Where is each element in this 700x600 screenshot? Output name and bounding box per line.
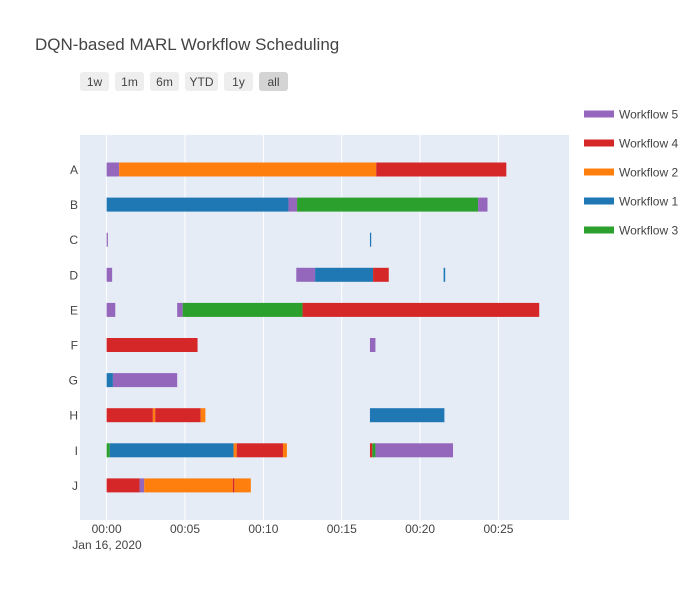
task-bar [373,267,389,282]
legend[interactable]: Workflow 5 Workflow 4 Workflow 2 Workflow 1… [584,108,678,238]
range-button-1w[interactable]: 1w [80,72,109,91]
task-bar [376,162,507,177]
task-bar [200,408,206,423]
task-bar [297,197,479,212]
task-bar [369,408,445,423]
range-button-bg[interactable] [115,72,144,91]
range-button-label[interactable]: 1y [232,75,245,89]
x-tick-label: 00:10 [248,522,278,536]
legend-label: Workflow 2 [619,166,678,180]
task-bar [155,408,201,423]
task-bar [177,302,183,317]
legend-swatch [584,226,614,234]
range-button-bg[interactable] [80,72,109,91]
range-button-bg[interactable] [150,72,179,91]
task-bar [369,338,376,352]
legend-swatch [584,110,614,118]
y-tick-label: D [69,268,78,282]
legend-label: Workflow 1 [619,195,678,209]
y-tick-label: E [70,303,78,317]
y-tick-label: A [70,163,78,177]
task-bar [234,478,251,493]
task-bar [106,162,120,177]
task-bar [152,408,156,423]
task-bar [112,373,178,388]
x-axis-date-label: Jan 16, 2020 [72,538,142,552]
x-tick-label: 00:20 [405,522,435,536]
legend-swatch [584,139,614,147]
task-bar [478,197,488,212]
task-bar [109,443,234,458]
range-button-1y[interactable]: 1y [224,72,253,91]
task-bar [106,197,289,212]
legend-item[interactable]: Workflow 2 [584,166,678,180]
task-bar [106,267,113,282]
legend-swatch [584,197,614,205]
task-bar [369,232,372,247]
y-tick-label: B [70,198,78,212]
task-bar [372,443,376,458]
task-bar [106,232,108,247]
legend-label: Workflow 4 [619,137,678,151]
task-bar [106,373,113,388]
legend-label: Workflow 3 [619,224,678,238]
task-bar [282,443,287,458]
range-button-bg[interactable] [224,72,253,91]
range-button-label[interactable]: 1w [87,75,103,89]
range-selector[interactable]: 1w 1m 6m YTD 1y all [80,72,288,91]
legend-item[interactable]: Workflow 1 [584,195,678,209]
task-bar [106,478,140,493]
x-tick-label: 00:00 [92,522,122,536]
task-bar [119,162,377,177]
range-button-label[interactable]: YTD [190,75,214,89]
task-bar [369,443,373,458]
y-tick-label: G [69,374,78,388]
range-button-label[interactable]: 6m [156,75,173,89]
plot-area [80,135,569,520]
task-bar [302,302,540,317]
task-bar [106,302,116,317]
y-tick-label: J [72,479,78,493]
task-bar [315,267,374,282]
x-tick-label: 00:25 [483,522,513,536]
legend-item[interactable]: Workflow 5 [584,108,678,122]
range-button-all[interactable]: all [259,72,288,91]
task-bar [139,478,145,493]
range-button-1m[interactable]: 1m [115,72,144,91]
task-bar [144,478,233,493]
task-bar [106,338,198,352]
task-bar [182,302,303,317]
legend-swatch [584,168,614,176]
x-tick-label: 00:05 [170,522,200,536]
task-bar [375,443,454,458]
task-bar [232,478,235,493]
y-tick-label: I [75,444,78,458]
range-button-bg[interactable] [185,72,218,91]
task-bar [288,197,298,212]
task-bar [106,443,110,458]
x-tick-label: 00:15 [327,522,357,536]
y-tick-label: F [71,339,78,353]
range-button-6m[interactable]: 6m [150,72,179,91]
legend-item[interactable]: Workflow 3 [584,224,678,238]
chart-title: DQN-based MARL Workflow Scheduling [35,35,339,54]
task-bar [233,443,237,458]
y-tick-label: H [69,409,78,423]
task-bar [443,267,446,282]
task-bar [236,443,283,458]
y-tick-label: C [69,233,78,247]
legend-label: Workflow 5 [619,108,678,122]
task-bar [296,267,316,282]
legend-item[interactable]: Workflow 4 [584,137,678,151]
range-button-label[interactable]: all [267,75,279,89]
range-button-ytd[interactable]: YTD [185,72,218,91]
task-bars [106,162,540,493]
range-button-bg[interactable] [259,72,288,91]
y-axis: A B C D E F G H I J [69,163,79,493]
range-button-label[interactable]: 1m [121,75,138,89]
task-bar [106,408,153,423]
x-axis: 00:00 00:05 00:10 00:15 00:20 00:25 [92,522,514,536]
